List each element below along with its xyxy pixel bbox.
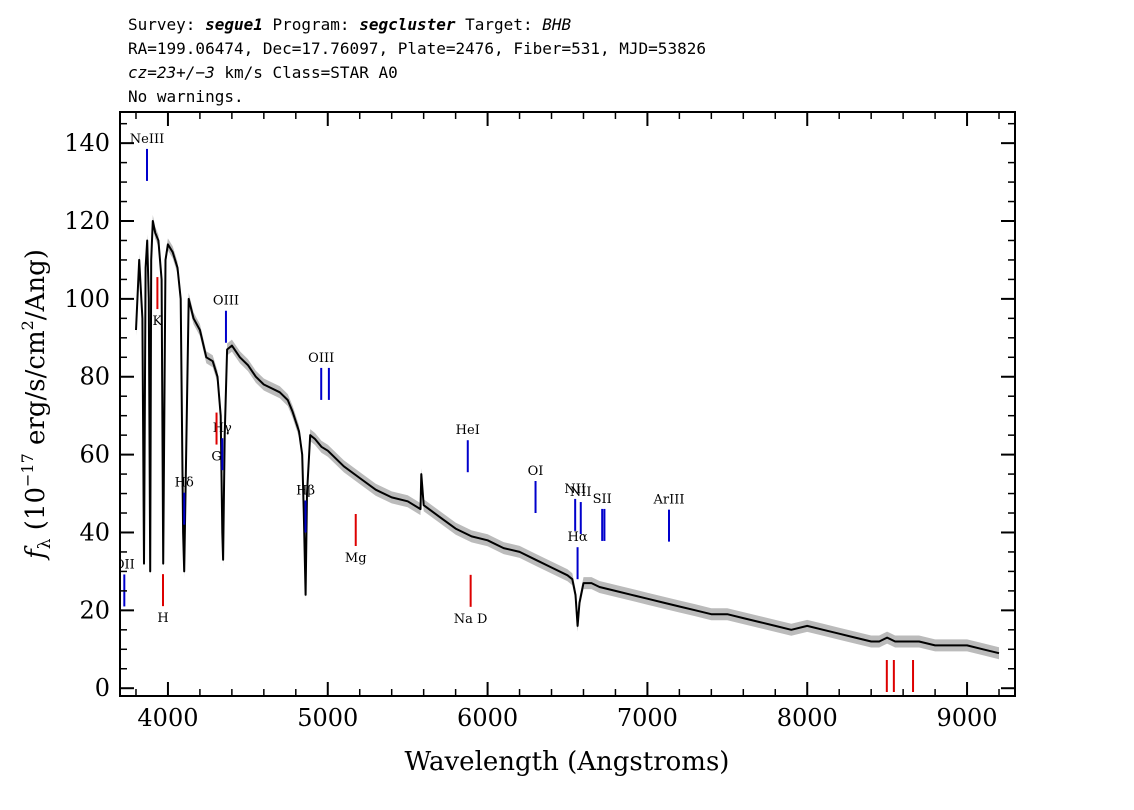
program-value: segcluster — [359, 15, 456, 34]
target-value: BHB — [542, 15, 571, 34]
emission-line-label: OII — [114, 557, 135, 572]
absorption-line-label: G — [211, 450, 221, 465]
survey-value: segue1 — [205, 15, 263, 34]
absorption-line-label: K — [153, 314, 163, 329]
emission-line-label: Hα — [568, 530, 588, 545]
absorption-line-label: Mg — [345, 551, 367, 566]
y-tick-label: 60 — [79, 441, 110, 469]
emission-line-label: NII — [570, 485, 592, 500]
y-tick-label: 40 — [79, 518, 110, 546]
emission-line-label: ArIII — [652, 493, 684, 508]
emission-line-label: SII — [593, 492, 612, 507]
emission-line-label: OIII — [308, 351, 334, 366]
y-axis-label: fλ (10−17 erg/s/cm2/Ang) — [18, 249, 55, 561]
x-tick-label: 7000 — [617, 704, 678, 732]
emission-line-label: NeIII — [130, 132, 164, 147]
x-tick-label: 5000 — [297, 704, 358, 732]
header-line-2: RA=199.06474, Dec=17.76097, Plate=2476, … — [128, 39, 706, 58]
x-tick-label: 4000 — [137, 704, 198, 732]
emission-line-label: Hγ — [213, 421, 232, 436]
cz-value: cz=23+/−3 — [128, 63, 215, 82]
emission-line-label: HeI — [456, 423, 480, 438]
y-tick-label: 80 — [79, 363, 110, 391]
y-tick-label: 140 — [64, 129, 110, 157]
header-line-3: cz=23+/−3 km/s Class=STAR A0 — [128, 63, 398, 82]
axes: 4000 5000 6000 7000 8000 9000 0 20 40 60 80 100 120 1… — [64, 111, 1016, 732]
plot-frame — [119, 111, 1016, 697]
emission-line-label: Hβ — [296, 483, 315, 498]
x-tick-label: 6000 — [457, 704, 518, 732]
header-line-4: No warnings. — [128, 87, 244, 106]
flux-error-band — [136, 215, 999, 660]
header-line-1: Survey: segue1 Program: segcluster Targe… — [128, 15, 571, 34]
y-tick-label: 20 — [79, 596, 110, 624]
y-tick-label: 120 — [64, 207, 110, 235]
y-tick-label: 0 — [95, 674, 110, 702]
y-tick-label: 100 — [64, 285, 110, 313]
emission-line-label: OI — [528, 464, 544, 479]
x-axis-label: Wavelength (Angstroms) — [405, 747, 730, 777]
absorption-line-label: H — [157, 611, 168, 626]
x-tick-label: 9000 — [937, 704, 998, 732]
absorption-line-label: Na D — [454, 612, 488, 627]
emission-line-label: NII — [564, 482, 586, 497]
flux-series-line — [135, 220, 1000, 655]
emission-line-label: Hδ — [175, 476, 194, 491]
emission-line-label: OIII — [213, 294, 239, 309]
x-tick-label: 8000 — [777, 704, 838, 732]
